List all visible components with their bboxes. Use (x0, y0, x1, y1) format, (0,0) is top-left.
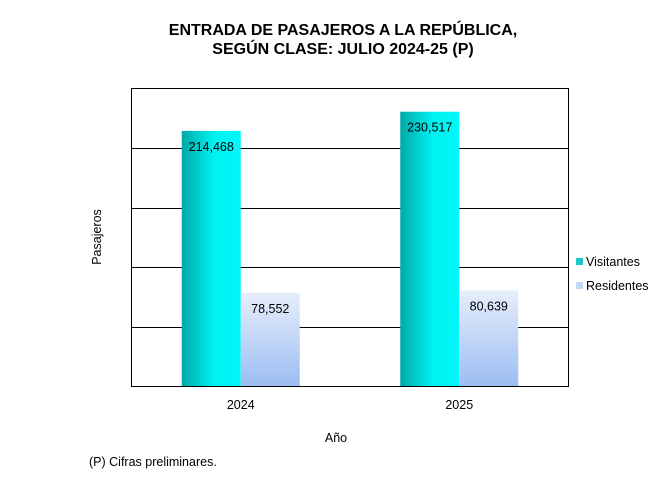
chart-title-line-1: ENTRADA DE PASAJEROS A LA REPÚBLICA, (168, 22, 518, 39)
legend-swatch-residentes (576, 282, 583, 289)
chart-title: ENTRADA DE PASAJEROS A LA REPÚBLICA, SEG… (0, 21, 658, 59)
data-labels: 214,468 78,552 230,517 80,639 (189, 121, 508, 316)
bar-residentes-2024 (240, 292, 300, 387)
bars (181, 111, 519, 387)
bar-visitantes-2025 (400, 111, 460, 387)
plot-area-border (131, 88, 569, 387)
y-axis-label: Pasajeros (90, 209, 104, 265)
legend: Visitantes Residentes (576, 255, 649, 293)
x-tick-label: 2024 (227, 398, 255, 412)
x-axis-label: Año (325, 431, 347, 445)
footnote: (P) Cifras preliminares. (89, 455, 217, 469)
legend-label-visitantes: Visitantes (586, 255, 640, 269)
data-label: 230,517 (407, 121, 452, 135)
x-tick-labels: 2024 2025 (227, 398, 473, 412)
bar-visitantes-2024 (181, 130, 241, 387)
chart-title-line-2: SEGÚN CLASE: JULIO 2024-25 (P) (212, 41, 474, 58)
data-label: 78,552 (251, 302, 289, 316)
legend-label-residentes: Residentes (586, 279, 649, 293)
data-label: 80,639 (470, 299, 508, 313)
legend-swatch-visitantes (576, 258, 583, 265)
x-tick-label: 2025 (445, 398, 473, 412)
data-label: 214,468 (189, 140, 234, 154)
bar-residentes-2025 (459, 290, 519, 387)
